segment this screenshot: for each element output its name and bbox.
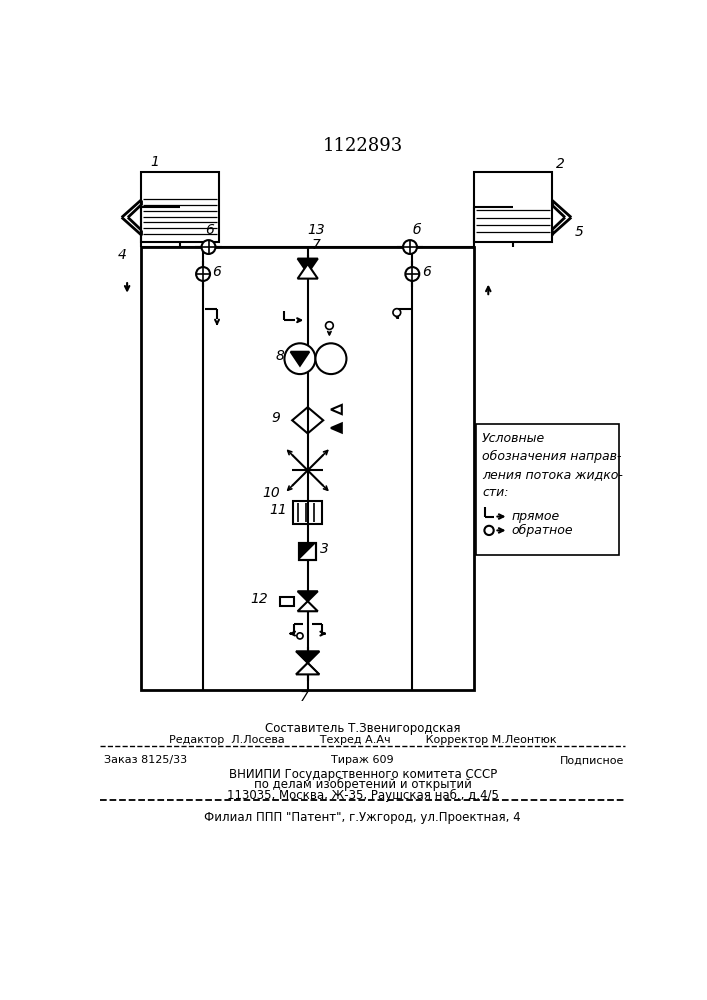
Text: 1: 1 — [151, 155, 159, 169]
Text: 8: 8 — [275, 349, 284, 363]
Polygon shape — [298, 259, 317, 273]
Polygon shape — [291, 352, 309, 366]
Text: 7: 7 — [299, 690, 308, 704]
Text: 6: 6 — [421, 265, 431, 279]
Text: 2: 2 — [556, 157, 565, 171]
Text: обратное: обратное — [512, 524, 573, 537]
Text: 6: 6 — [212, 265, 221, 279]
Text: Заказ 8125/33: Заказ 8125/33 — [104, 755, 187, 765]
Polygon shape — [299, 543, 316, 560]
Text: 5: 5 — [575, 225, 584, 239]
Bar — [299, 543, 316, 560]
Polygon shape — [296, 663, 320, 674]
Text: Филиал ППП "Патент", г.Ужгород, ул.Проектная, 4: Филиал ППП "Патент", г.Ужгород, ул.Проек… — [204, 811, 521, 824]
Circle shape — [201, 240, 216, 254]
Circle shape — [297, 633, 303, 639]
Polygon shape — [331, 423, 341, 433]
Text: ВНИИПИ Государственного комитета СССР: ВНИИПИ Государственного комитета СССР — [228, 768, 497, 781]
Text: 4: 4 — [118, 248, 127, 262]
Text: Тираж 609: Тираж 609 — [332, 755, 394, 765]
Text: прямое: прямое — [512, 510, 560, 523]
Text: 10: 10 — [263, 486, 281, 500]
Text: 12: 12 — [250, 592, 268, 606]
Bar — [280, 597, 293, 606]
Text: 6: 6 — [204, 223, 214, 237]
Polygon shape — [298, 601, 317, 611]
Bar — [141, 247, 474, 690]
Text: 1122893: 1122893 — [322, 137, 403, 155]
Circle shape — [325, 322, 333, 329]
Text: 113035, Москва, Ж-35, Раушская наб., д.4/5: 113035, Москва, Ж-35, Раушская наб., д.4… — [227, 789, 498, 802]
Text: 3: 3 — [320, 542, 329, 556]
Bar — [474, 172, 552, 242]
Text: 9: 9 — [271, 411, 281, 425]
Text: 11: 11 — [269, 503, 287, 517]
Text: Условные
обозначения направ-
ления потока жидко-
сти:: Условные обозначения направ- ления поток… — [482, 432, 623, 499]
Polygon shape — [298, 264, 317, 279]
Text: Подписное: Подписное — [561, 755, 625, 765]
Bar — [293, 501, 322, 524]
Circle shape — [284, 343, 315, 374]
Bar — [476, 424, 619, 555]
Polygon shape — [296, 651, 320, 663]
Text: по делам изобретений и открытий: по делам изобретений и открытий — [254, 778, 472, 791]
Text: Составитель Т.Звенигородская: Составитель Т.Звенигородская — [265, 722, 460, 735]
Text: 13: 13 — [308, 223, 325, 237]
Text: 7: 7 — [312, 238, 320, 252]
Circle shape — [484, 526, 493, 535]
Bar — [141, 172, 218, 242]
Polygon shape — [298, 591, 317, 601]
Circle shape — [405, 267, 419, 281]
Circle shape — [403, 240, 417, 254]
Circle shape — [196, 267, 210, 281]
Text: Редактор  Л.Лосева          Техред А.Ач          Корректор М.Леонтюк: Редактор Л.Лосева Техред А.Ач Корректор … — [169, 735, 556, 745]
Circle shape — [393, 309, 401, 316]
Bar — [299, 543, 316, 560]
Text: б: б — [412, 223, 421, 237]
Circle shape — [315, 343, 346, 374]
